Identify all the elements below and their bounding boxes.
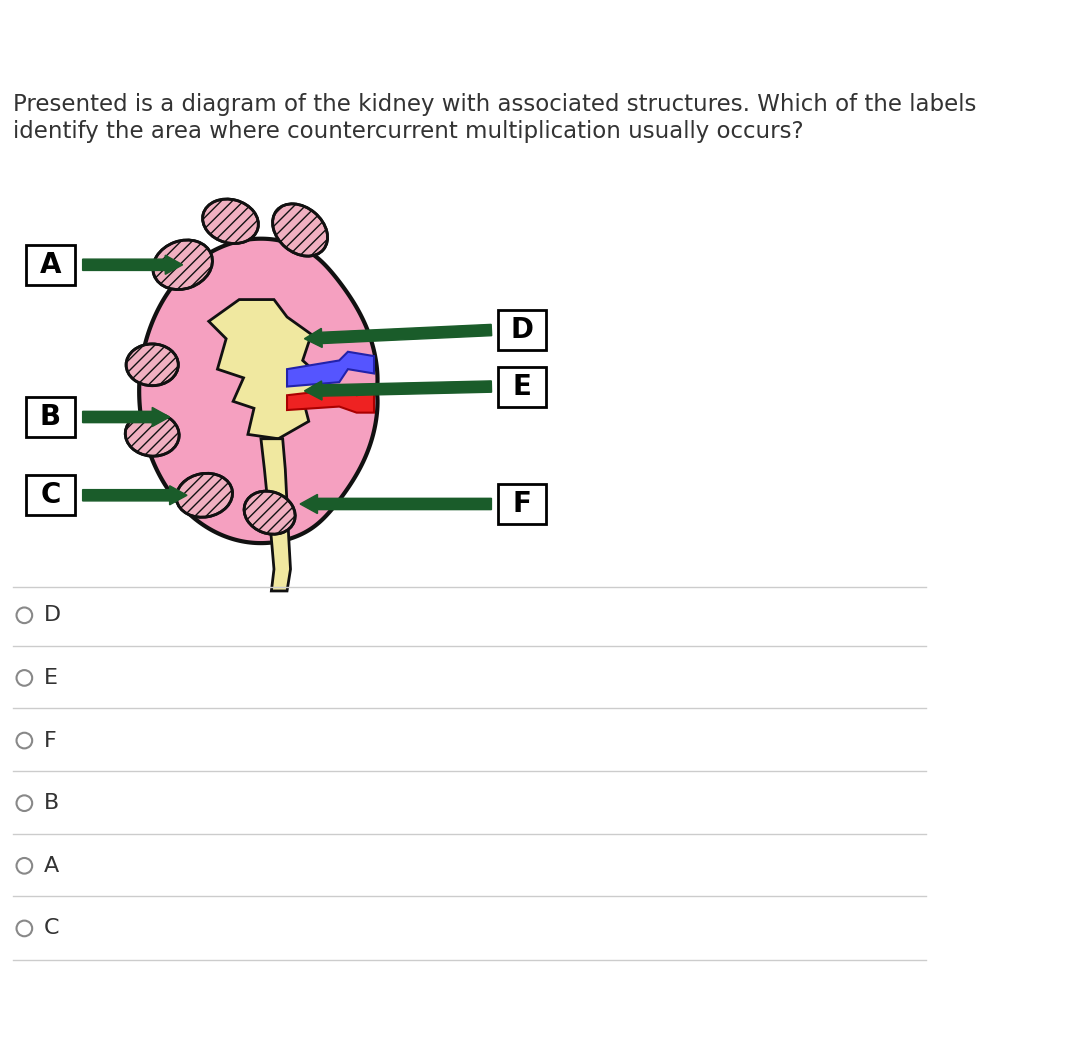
FancyBboxPatch shape bbox=[26, 245, 75, 284]
Ellipse shape bbox=[153, 240, 213, 290]
Text: A: A bbox=[40, 250, 62, 279]
Polygon shape bbox=[208, 299, 322, 439]
Text: C: C bbox=[40, 482, 60, 509]
FancyArrow shape bbox=[305, 381, 491, 400]
Polygon shape bbox=[261, 439, 291, 591]
Text: E: E bbox=[43, 668, 57, 688]
FancyArrow shape bbox=[83, 256, 183, 275]
FancyArrow shape bbox=[305, 325, 491, 347]
Polygon shape bbox=[287, 389, 374, 413]
Ellipse shape bbox=[126, 344, 178, 386]
Text: D: D bbox=[511, 316, 534, 344]
Circle shape bbox=[16, 921, 32, 936]
Ellipse shape bbox=[125, 413, 179, 456]
FancyArrow shape bbox=[83, 407, 170, 427]
Text: C: C bbox=[43, 919, 59, 938]
Text: E: E bbox=[512, 372, 531, 401]
Ellipse shape bbox=[272, 204, 327, 256]
Text: Presented is a diagram of the kidney with associated structures. Which of the la: Presented is a diagram of the kidney wit… bbox=[13, 93, 976, 117]
FancyBboxPatch shape bbox=[26, 397, 75, 437]
Text: F: F bbox=[512, 490, 531, 518]
FancyArrow shape bbox=[300, 494, 491, 514]
Circle shape bbox=[16, 608, 32, 623]
Ellipse shape bbox=[244, 491, 295, 535]
Text: D: D bbox=[43, 606, 60, 625]
Ellipse shape bbox=[176, 473, 232, 518]
Text: F: F bbox=[43, 731, 56, 750]
FancyBboxPatch shape bbox=[26, 475, 75, 516]
FancyBboxPatch shape bbox=[498, 310, 546, 350]
Text: identify the area where countercurrent multiplication usually occurs?: identify the area where countercurrent m… bbox=[13, 120, 804, 142]
PathPatch shape bbox=[139, 239, 378, 543]
Circle shape bbox=[16, 858, 32, 873]
Text: A: A bbox=[43, 856, 58, 875]
Circle shape bbox=[16, 796, 32, 811]
Circle shape bbox=[16, 671, 32, 685]
Circle shape bbox=[16, 733, 32, 748]
Text: B: B bbox=[43, 794, 58, 813]
Text: B: B bbox=[40, 403, 60, 431]
Ellipse shape bbox=[203, 199, 258, 244]
FancyArrow shape bbox=[83, 486, 187, 505]
FancyBboxPatch shape bbox=[498, 484, 546, 524]
FancyBboxPatch shape bbox=[498, 366, 546, 406]
Polygon shape bbox=[287, 352, 374, 386]
